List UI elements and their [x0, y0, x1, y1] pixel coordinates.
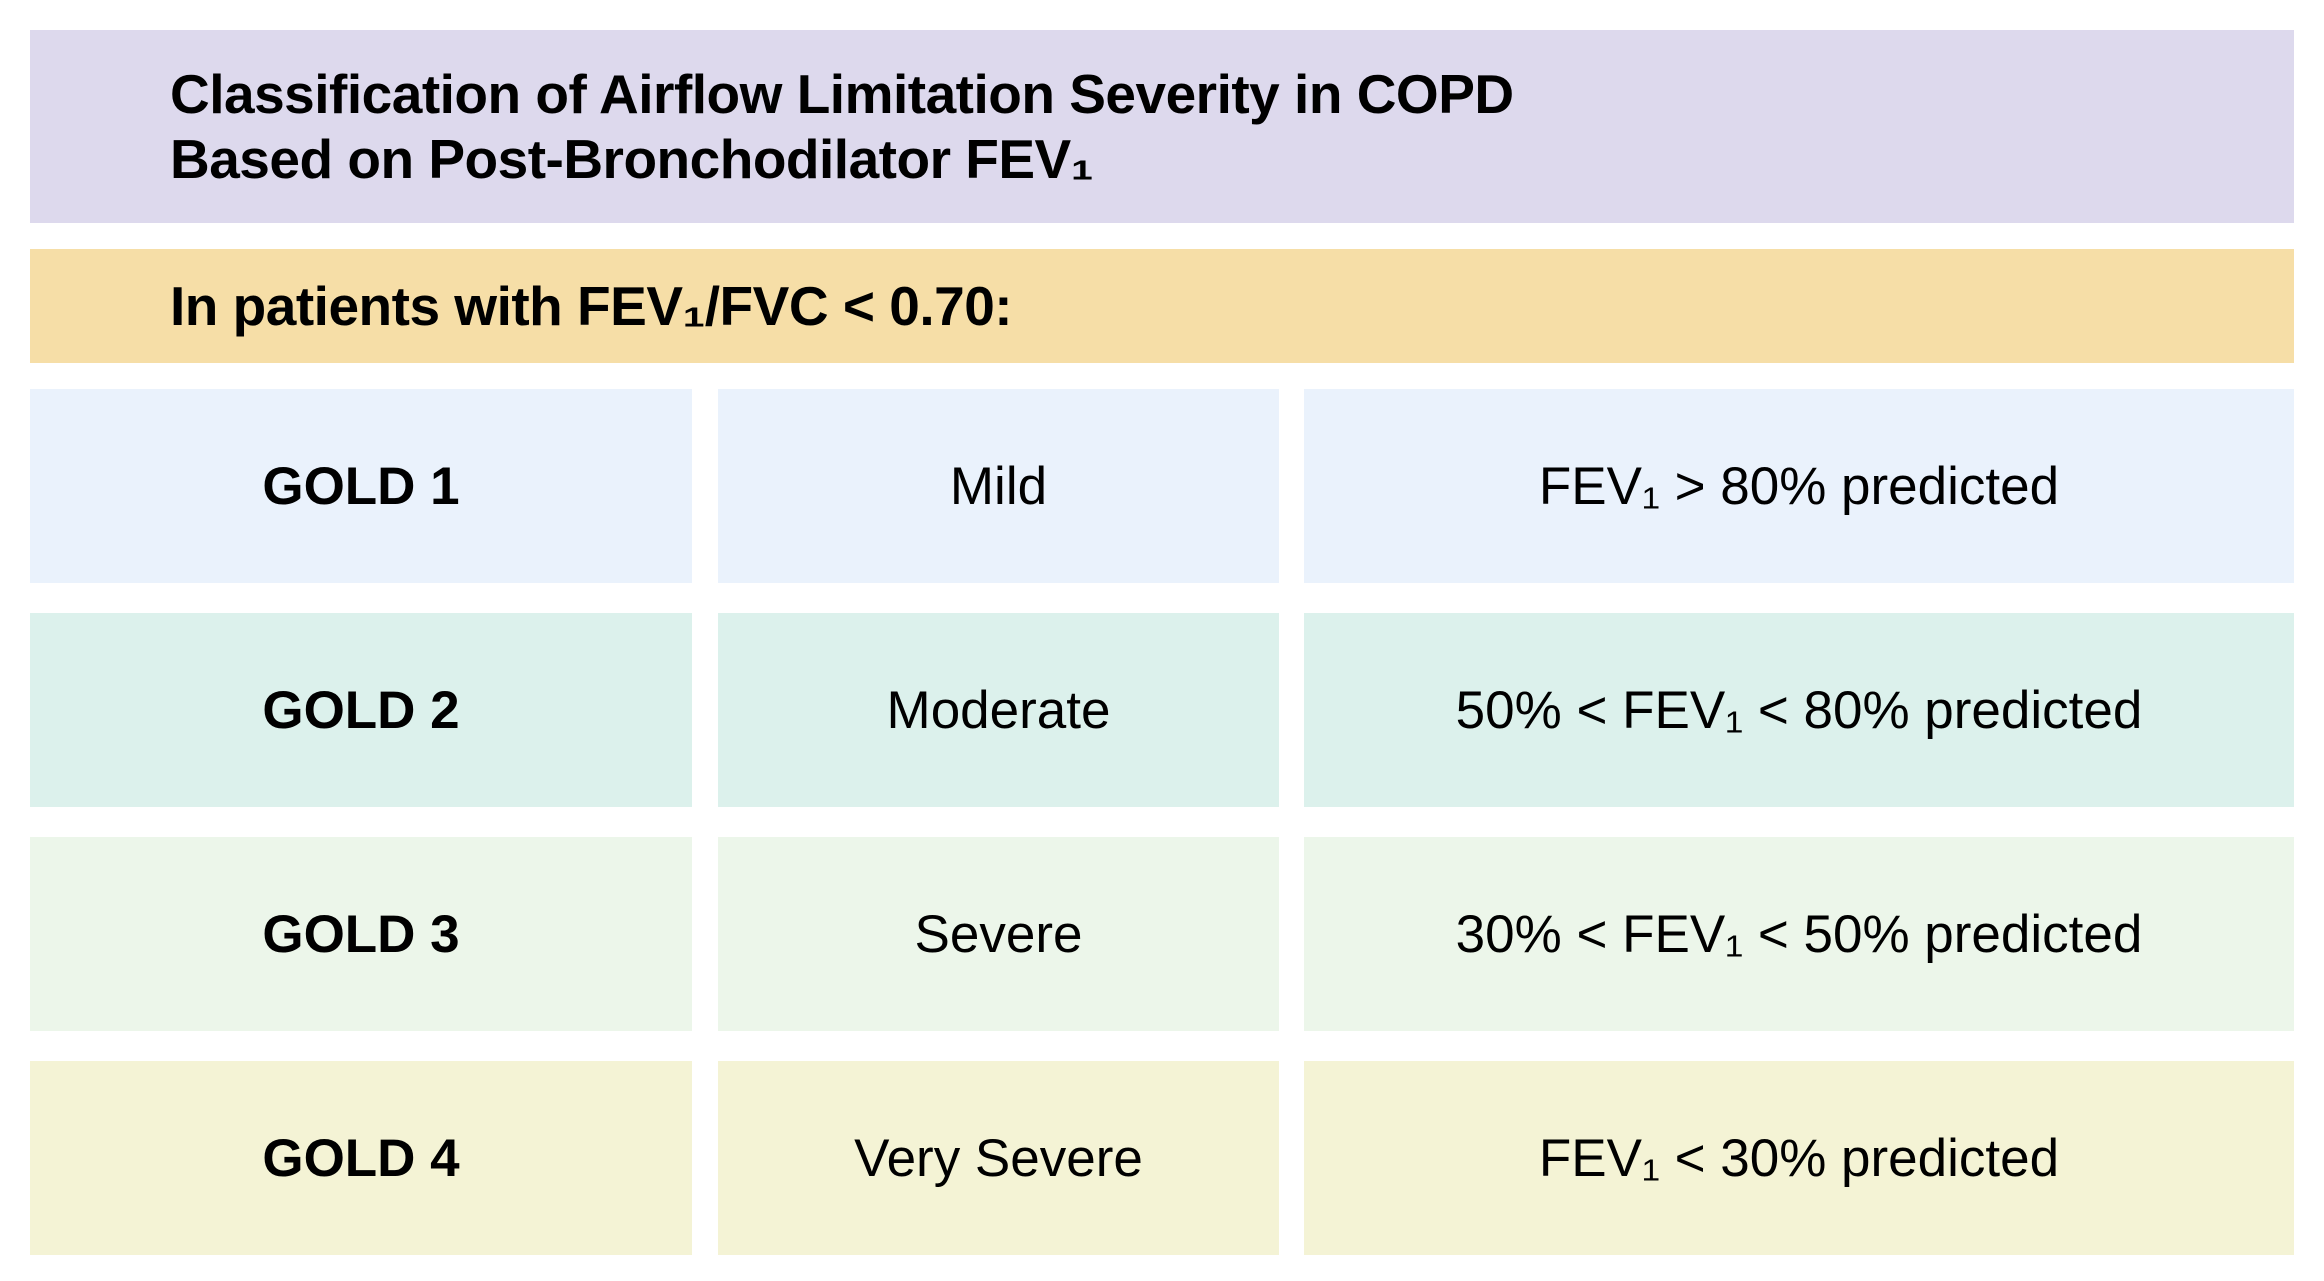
- fev1-criteria-cell: FEV₁ > 80% predicted: [1304, 389, 2294, 583]
- gold-grade-cell: GOLD 4: [30, 1061, 692, 1255]
- fev1-criteria-cell: 30% < FEV₁ < 50% predicted: [1304, 837, 2294, 1031]
- figure-title-line-1: Classification of Airflow Limitation Sev…: [170, 63, 1514, 126]
- gold-grade-cell: GOLD 3: [30, 837, 692, 1031]
- table-row-gold-3: GOLD 3 Severe 30% < FEV₁ < 50% predicted: [30, 837, 2294, 1031]
- table-row-gold-1: GOLD 1 Mild FEV₁ > 80% predicted: [30, 389, 2294, 583]
- severity-cell: Moderate: [718, 613, 1279, 807]
- condition-bar: In patients with FEV₁/FVC < 0.70:: [30, 249, 2294, 363]
- fev1-criteria-cell: FEV₁ < 30% predicted: [1304, 1061, 2294, 1255]
- severity-cell: Very Severe: [718, 1061, 1279, 1255]
- fev1-criteria-cell: 50% < FEV₁ < 80% predicted: [1304, 613, 2294, 807]
- table-row-gold-4: GOLD 4 Very Severe FEV₁ < 30% predicted: [30, 1061, 2294, 1255]
- table-row-gold-2: GOLD 2 Moderate 50% < FEV₁ < 80% predict…: [30, 613, 2294, 807]
- condition-text: In patients with FEV₁/FVC < 0.70:: [170, 275, 1013, 337]
- figure-header: Classification of Airflow Limitation Sev…: [30, 30, 2294, 223]
- figure-title-line-2: Based on Post-Bronchodilator FEV₁: [170, 127, 1094, 190]
- gold-grade-cell: GOLD 2: [30, 613, 692, 807]
- severity-cell: Severe: [718, 837, 1279, 1031]
- severity-cell: Mild: [718, 389, 1279, 583]
- gold-grade-cell: GOLD 1: [30, 389, 692, 583]
